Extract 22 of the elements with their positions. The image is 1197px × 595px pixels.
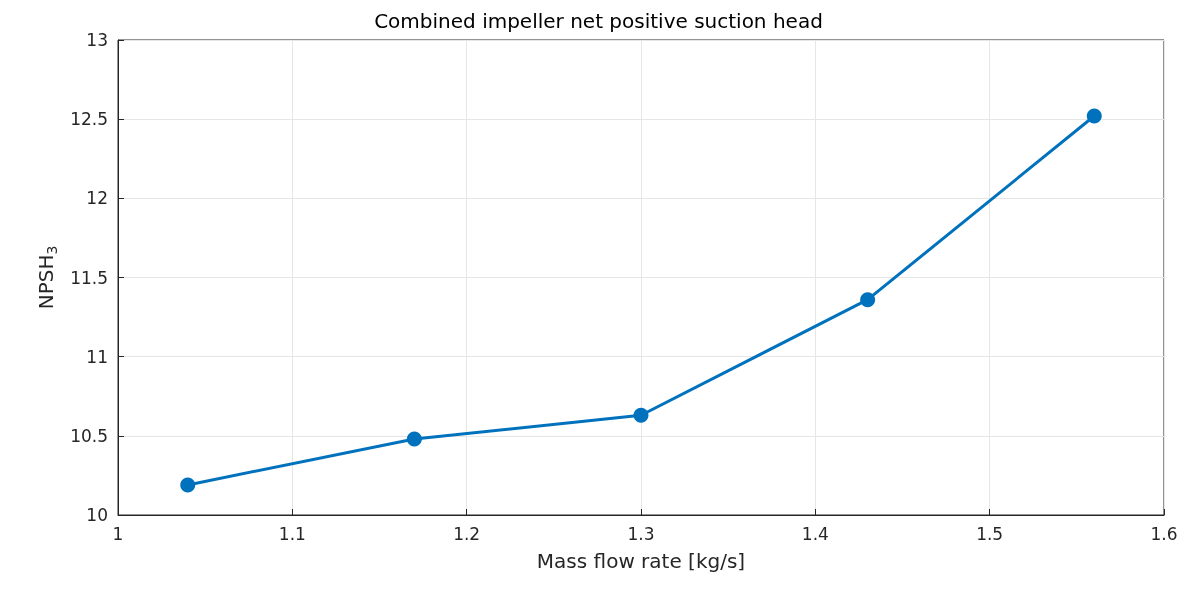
y-tick-label: 10 bbox=[86, 505, 108, 525]
x-tick-label: 1.3 bbox=[627, 523, 655, 544]
point bbox=[180, 477, 196, 493]
y-axis-title: NPSH3 bbox=[34, 245, 61, 310]
y-tick-label: 13 bbox=[86, 30, 108, 50]
point bbox=[633, 407, 649, 423]
x-axis-title: Mass flow rate [kg/s] bbox=[536, 549, 746, 573]
y-tick-label: 12.5 bbox=[70, 109, 108, 130]
x-tick-label: 1.1 bbox=[278, 523, 306, 544]
point bbox=[1086, 108, 1102, 124]
point bbox=[406, 431, 422, 447]
x-tick-label: 1.6 bbox=[1150, 523, 1178, 544]
point bbox=[860, 292, 876, 308]
y-tick-label: 12 bbox=[86, 188, 108, 209]
y-tick-label: 10.5 bbox=[70, 425, 108, 446]
y-tick-label: 11.5 bbox=[70, 267, 108, 288]
x-tick-label: 1.4 bbox=[801, 523, 829, 544]
x-tick-label: 1.5 bbox=[976, 523, 1004, 544]
chart-title: Combined impeller net positive suction head bbox=[374, 9, 823, 33]
x-tick-label: 1.2 bbox=[453, 523, 481, 544]
y-tick-label: 11 bbox=[86, 346, 108, 367]
x-tick-label: 1 bbox=[112, 523, 124, 544]
